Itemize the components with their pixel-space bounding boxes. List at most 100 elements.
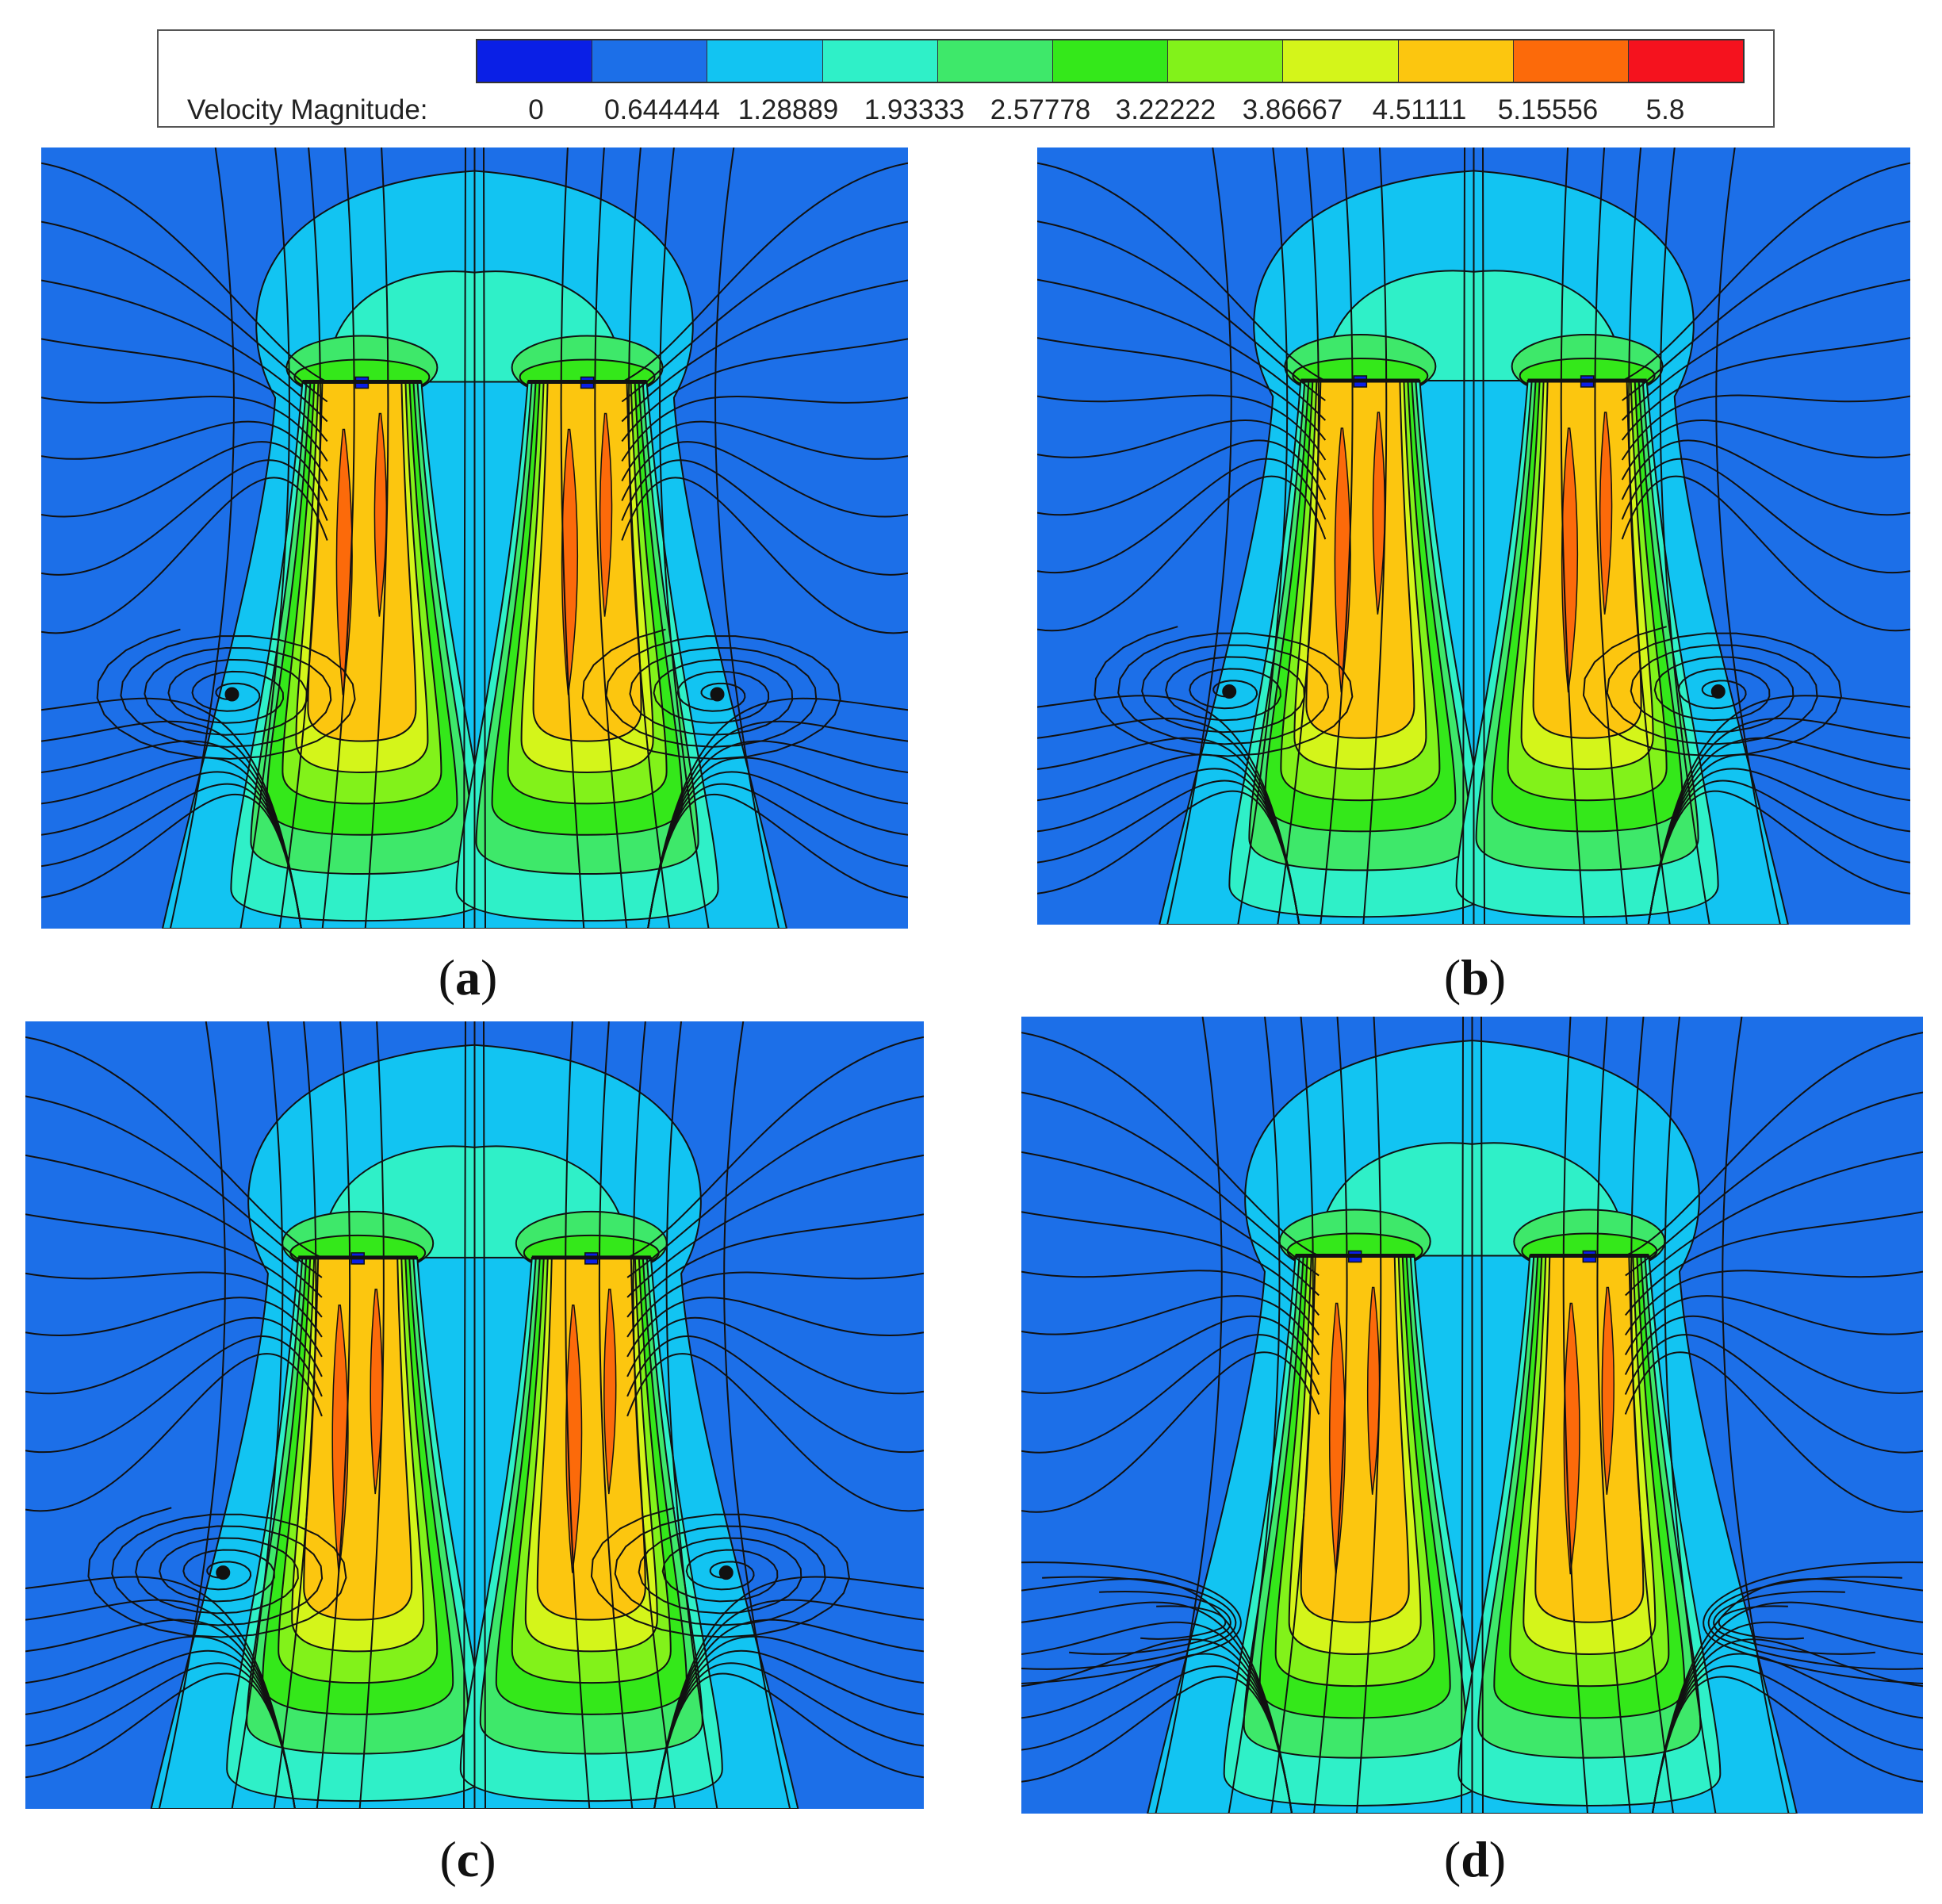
streamline [1037,337,1327,441]
streamline [1622,220,1910,401]
streamline [565,1021,591,1809]
streamline [626,1095,924,1278]
streamline [1562,1017,1589,1814]
streamline [358,1021,385,1809]
contour-plot [1021,1017,1923,1814]
high-velocity-streak [1366,1286,1381,1495]
streamline [1624,1295,1923,1355]
streamline [1630,1017,1675,1814]
vortex-core [1222,684,1237,699]
streamline [598,1021,634,1809]
streamline [1624,1316,1923,1394]
legend-tick-label: 4.51111 [1372,94,1467,125]
legend-tick-label: 2.57778 [990,94,1091,125]
vortex [581,628,841,760]
colorbar [476,39,1745,83]
high-velocity-streak [370,1289,383,1495]
streamline [560,147,585,929]
colorbar-swatch [707,40,823,82]
streamline [621,279,908,423]
streamline [25,1213,323,1318]
streamline [158,1021,226,1809]
streamline [41,220,328,403]
colorbar-swatch [1513,40,1629,82]
vortex-hook [1021,1576,1237,1670]
streamline [321,147,355,929]
panel-caption-d: (d) [1443,1831,1507,1887]
vortex [96,628,356,760]
streamline [1647,790,1910,925]
streamline [1166,147,1232,925]
jet-band [536,1256,646,1621]
streamline [1037,458,1327,574]
streamline [626,1154,924,1298]
vortex-spiral [590,1507,850,1638]
legend-tick-label: 0 [528,94,544,125]
streamline [1621,439,1910,516]
jet-band [307,381,417,742]
colorbar-swatch [1398,40,1514,82]
panel-label-b: b [1461,949,1489,1006]
vortex [1703,1561,1923,1684]
streamline [25,1672,296,1809]
streamline [1037,419,1327,481]
colorbar-swatch [1628,40,1744,82]
streamline [1621,278,1910,421]
vortex [1582,626,1842,757]
streamline [714,147,780,929]
streamline [41,396,328,462]
streamline [626,1036,924,1258]
legend-tick-label: 0.644444 [604,94,720,125]
streamline [1155,1017,1223,1814]
vortex-core [718,1565,734,1580]
velocity-legend: Velocity Magnitude: 0 0.644444 1.28889 1.93… [157,29,1775,128]
streamline [723,1021,791,1809]
streamline [626,1335,924,1454]
panel-caption-c: (c) [439,1831,496,1887]
streamline [41,338,328,442]
streamline [1722,1017,1790,1814]
contour-panel-d [1021,1017,1923,1814]
streamline [1021,1091,1320,1277]
streamline [653,1672,924,1809]
vortex-spiral [1582,626,1842,757]
contour-panel-a [41,147,908,929]
high-velocity-streak [603,1289,617,1495]
streamline [1021,1032,1320,1257]
streamline [1021,1676,1293,1814]
streamline [1621,337,1910,441]
streamline [1021,1270,1320,1336]
vortex [1021,1561,1242,1684]
streamline [621,396,908,462]
jet-band [532,381,642,742]
streamline [621,338,908,442]
streamline [25,1335,323,1454]
contour-plot [41,147,908,929]
streamline [316,1021,351,1809]
streamline [626,1297,924,1358]
high-velocity-streak [1601,1286,1615,1495]
colorbar-swatch [822,40,938,82]
streamline [1355,1017,1382,1814]
streamline [41,420,328,481]
colorbar-swatch [1168,40,1284,82]
colorbar-swatch [592,40,708,82]
streamline [621,162,908,383]
streamline [1621,419,1910,481]
streamline [1037,162,1326,381]
streamline [25,1154,323,1298]
high-velocity-streak [599,412,613,617]
vortex-core [710,687,725,702]
legend-tick-label: 3.86667 [1242,94,1343,125]
streamline [1628,147,1671,925]
vortex-spiral [581,628,841,760]
vortex [590,1507,850,1638]
streamline [41,477,328,634]
streamline [1362,147,1388,925]
streamline [1021,1334,1320,1454]
panel-label-d: d [1461,1831,1489,1887]
high-velocity-streak [373,412,388,617]
jet-band [1532,380,1642,739]
vortex-spiral [87,1507,347,1638]
streamline [1625,1032,1923,1257]
